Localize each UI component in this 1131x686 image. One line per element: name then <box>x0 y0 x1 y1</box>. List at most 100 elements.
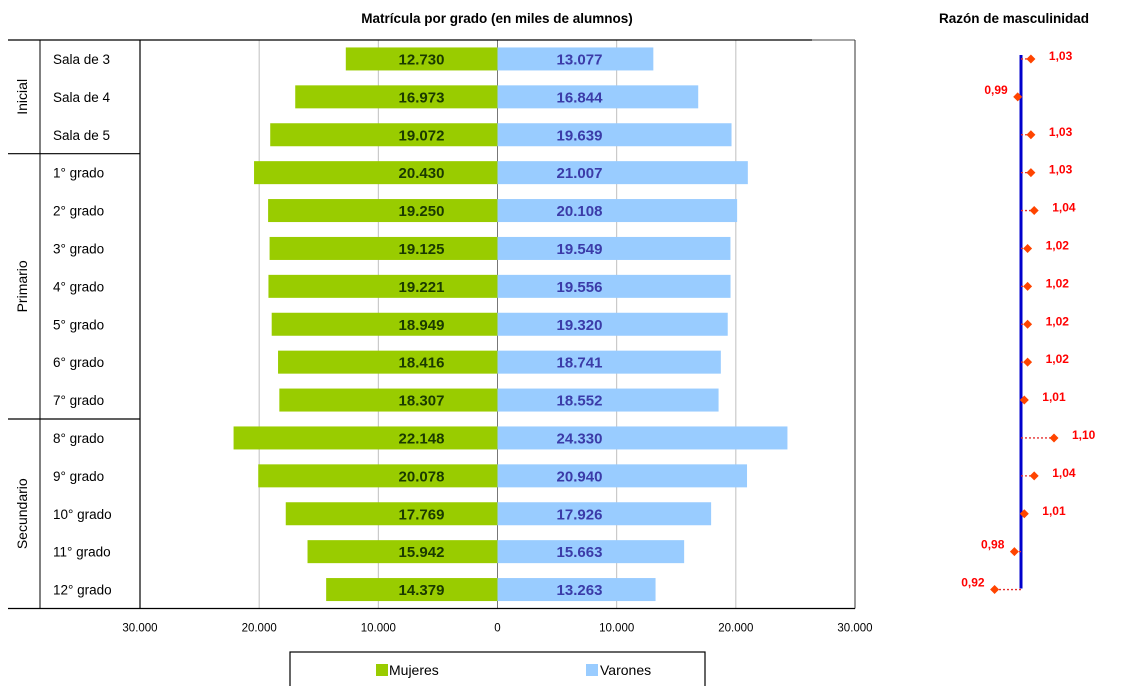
data-label-varones: 20.940 <box>557 468 603 485</box>
data-label-varones: 19.639 <box>557 127 603 144</box>
ratio-marker <box>1019 395 1029 405</box>
ratio-marker <box>1019 509 1029 519</box>
bar-varones <box>497 350 721 374</box>
ratio-marker <box>1026 54 1036 64</box>
ratio-label: 1,03 <box>1049 125 1073 139</box>
data-label-varones: 18.741 <box>557 355 603 372</box>
data-label-mujeres: 14.379 <box>399 582 445 599</box>
data-label-varones: 19.320 <box>557 317 603 334</box>
ratio-label: 1,10 <box>1072 428 1096 442</box>
ratio-label: 0,98 <box>981 538 1005 552</box>
ratio-marker <box>1029 471 1039 481</box>
ratio-label: 1,01 <box>1042 390 1066 404</box>
data-label-varones: 24.330 <box>557 430 603 447</box>
bar-mujeres <box>268 199 498 223</box>
bar-mujeres <box>278 350 498 374</box>
data-label-varones: 19.556 <box>557 279 603 296</box>
legend-swatch-varones <box>586 664 598 676</box>
ratio-label: 0,99 <box>984 83 1008 97</box>
data-label-mujeres: 17.769 <box>399 506 445 523</box>
x-tick-label: 0 <box>494 623 500 635</box>
legend: Mujeres Varones <box>289 651 706 686</box>
bar-mujeres <box>295 85 498 109</box>
group-label: Secundario <box>14 478 30 549</box>
data-label-varones: 21.007 <box>557 165 603 182</box>
category-label: 12° grado <box>53 583 112 598</box>
category-label: Sala de 5 <box>53 128 110 143</box>
data-label-mujeres: 18.416 <box>399 355 445 372</box>
bar-mujeres <box>254 161 498 185</box>
legend-label-varones: Varones <box>600 662 651 678</box>
ratio-marker <box>1023 319 1033 329</box>
group-label: Inicial <box>14 79 30 115</box>
data-label-mujeres: 12.730 <box>399 51 445 68</box>
category-table: Inicial Primario Secundario Sala de 3 Sala d… <box>8 39 855 610</box>
bar-mujeres <box>268 274 498 298</box>
bar-varones <box>497 540 685 564</box>
data-label-mujeres: 19.250 <box>399 203 445 220</box>
ratio-label: 1,02 <box>1046 276 1070 290</box>
ratio-label: 1,04 <box>1052 201 1076 215</box>
data-label-varones: 13.263 <box>557 582 603 599</box>
bar-mujeres <box>270 123 498 147</box>
data-label-mujeres: 20.078 <box>399 468 445 485</box>
ratio-label: 1,01 <box>1042 504 1066 518</box>
category-label: 7° grado <box>53 393 104 408</box>
data-label-varones: 17.926 <box>557 506 603 523</box>
data-label-mujeres: 18.949 <box>399 317 445 334</box>
bar-mujeres <box>271 312 498 336</box>
category-label: 2° grado <box>53 204 104 219</box>
data-label-varones: 15.663 <box>557 544 603 561</box>
ratio-marker <box>1023 281 1033 291</box>
x-axis-ticks: 30.000 20.000 10.000 0 10.000 20.000 30.000 <box>122 623 872 635</box>
ratio-marker <box>1023 357 1033 367</box>
ratio-title: Razón de masculinidad <box>939 11 1089 26</box>
bar-varones <box>497 47 654 71</box>
ratio-marker <box>1026 130 1036 140</box>
data-label-mujeres: 16.973 <box>399 89 445 106</box>
bar-varones <box>497 123 732 147</box>
ratio-label: 1,02 <box>1046 238 1070 252</box>
bar-mujeres <box>233 426 498 450</box>
category-label: 6° grado <box>53 355 104 370</box>
category-label: Sala de 3 <box>53 52 110 67</box>
bar-varones <box>497 312 728 336</box>
bar-varones <box>497 274 731 298</box>
data-label-mujeres: 15.942 <box>399 544 445 561</box>
bar-mujeres <box>326 578 498 602</box>
bar-varones <box>497 464 748 488</box>
data-label-mujeres: 19.221 <box>399 279 445 296</box>
legend-swatch-mujeres <box>376 664 388 676</box>
data-label-mujeres: 18.307 <box>399 393 445 410</box>
x-tick-label: 10.000 <box>599 623 634 635</box>
ratio-plot: 1,03 0,99 1,03 1,03 1,04 1,02 1,02 1,02 1,02 1,01… <box>961 49 1096 595</box>
x-tick-label: 10.000 <box>361 623 396 635</box>
ratio-label: 0,92 <box>961 576 985 590</box>
bar-varones <box>497 199 738 223</box>
bar-varones <box>497 161 748 185</box>
bar-mujeres <box>307 540 498 564</box>
data-label-varones: 16.844 <box>557 89 604 106</box>
x-tick-label: 20.000 <box>718 623 753 635</box>
category-label: 9° grado <box>53 469 104 484</box>
bar-mujeres <box>279 388 498 412</box>
legend-box <box>289 651 706 686</box>
data-label-mujeres: 19.125 <box>399 241 445 258</box>
ratio-marker <box>1013 92 1023 102</box>
data-label-varones: 19.549 <box>557 241 603 258</box>
bar-varones <box>497 578 656 602</box>
ratio-marker <box>1023 243 1033 253</box>
data-label-mujeres: 22.148 <box>399 430 445 447</box>
category-label: 11° grado <box>53 545 111 560</box>
category-label: Sala de 4 <box>53 90 111 105</box>
bar-mujeres <box>345 47 498 71</box>
ratio-marker <box>1009 547 1019 557</box>
bar-varones <box>497 85 699 109</box>
ratio-label: 1,02 <box>1046 314 1070 328</box>
category-label: 8° grado <box>53 431 104 446</box>
category-label: 3° grado <box>53 241 104 256</box>
category-label: 1° grado <box>53 166 104 181</box>
bar-varones <box>497 502 712 526</box>
x-tick-label: 30.000 <box>122 623 157 635</box>
ratio-marker <box>1029 206 1039 216</box>
